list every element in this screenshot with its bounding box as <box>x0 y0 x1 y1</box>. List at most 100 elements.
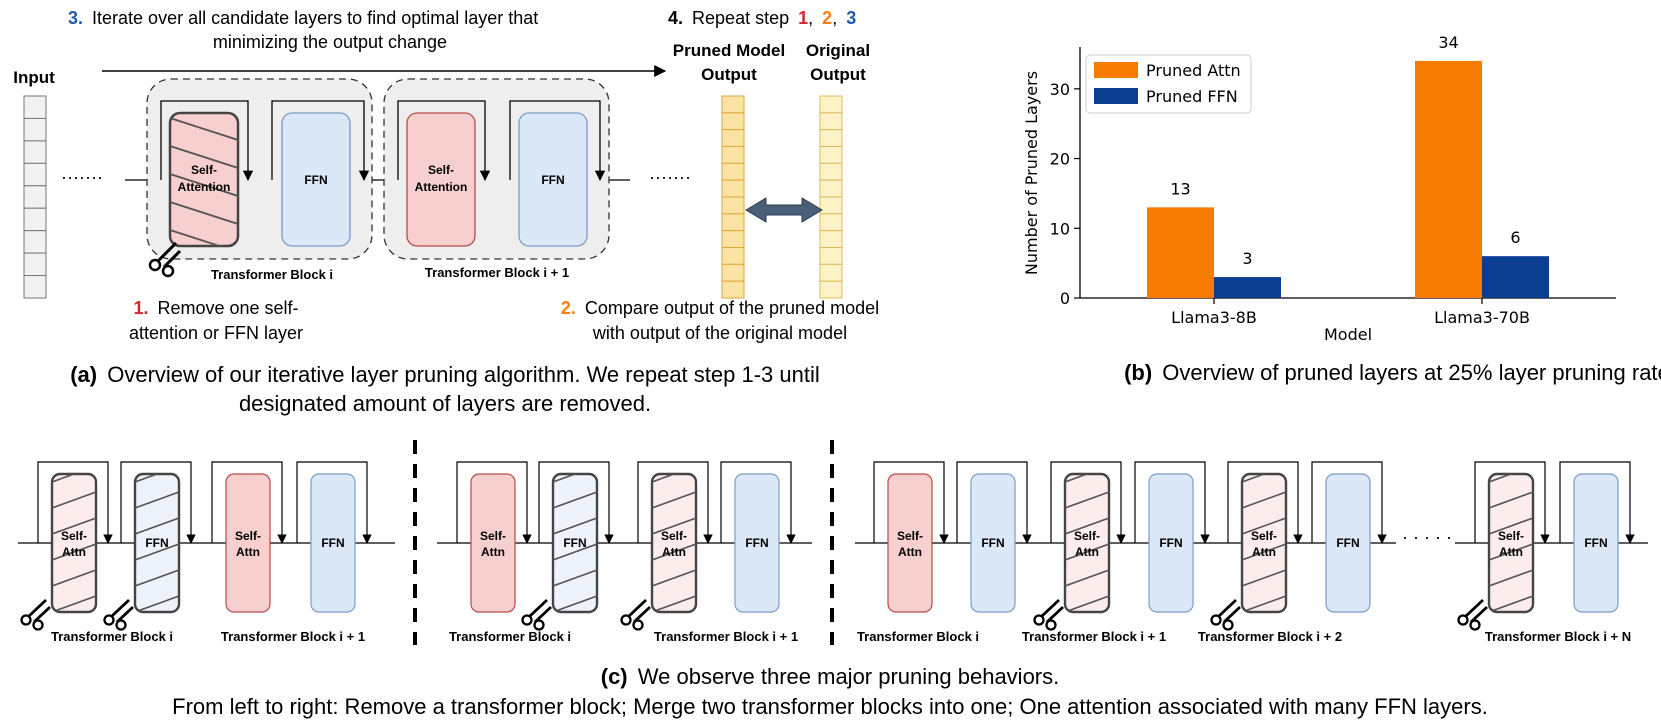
step2-text-line2: with output of the original model <box>592 323 847 343</box>
y-tick-label: 20 <box>1050 150 1070 169</box>
residual-connection <box>37 461 113 544</box>
step1-text-line2: attention or FFN layer <box>129 323 303 343</box>
ffn-label: FFN <box>745 536 768 550</box>
block-label: Transformer Block i + 1 <box>654 629 798 644</box>
bar-value-label: 3 <box>1242 249 1252 268</box>
self-attn-pruned-layer: Self- Attn <box>650 472 698 614</box>
svg-text:Attention: Attention <box>178 180 231 194</box>
ffn-pruned-layer: FFN <box>133 472 181 614</box>
pruned-output-cell <box>721 280 745 299</box>
self-attn-label-2: Attn <box>1075 545 1099 559</box>
x-tick-label: Llama3-8B <box>1171 308 1257 327</box>
pruned-output-cell <box>721 230 745 249</box>
pruned-output-cell <box>721 263 745 282</box>
pruning-group-2: Self- Attn FFN Self- Attn FFN Transformer Bloc… <box>437 461 812 644</box>
input-vector <box>23 95 47 299</box>
ffn-label: FFN <box>145 536 168 550</box>
ffn-layer: FFN <box>1148 473 1194 613</box>
residual-connection <box>956 461 1032 544</box>
block-i1-label: Transformer Block i + 1 <box>425 265 569 280</box>
dots-right: ······· <box>649 167 691 187</box>
self-attn-label-1: Self- <box>897 529 923 543</box>
ffn-layer: FFN <box>1325 473 1371 613</box>
pruned-output-label-2: Output <box>701 65 757 84</box>
residual-connection <box>456 461 532 544</box>
svg-text:Attention: Attention <box>415 180 468 194</box>
dots-left: ······· <box>61 167 103 187</box>
dots-c: · · · · · <box>1402 527 1452 547</box>
ffn-label: FFN <box>1159 536 1182 550</box>
chart-legend: Pruned Attn Pruned FFN <box>1085 54 1252 114</box>
ffn-label: FFN <box>321 536 344 550</box>
original-output-cell <box>819 230 843 249</box>
input-vector-cell <box>23 207 47 232</box>
ffn-block-i1: FFN <box>518 112 588 247</box>
input-vector-cell <box>23 230 47 254</box>
pruning-group-1: Self- Attn FFN Self- Attn FFN Transformer Bloc… <box>18 461 395 644</box>
ffn-layer: FFN <box>1573 473 1619 613</box>
step4-text: 4. Repeat step 1, 2, 3 <box>668 8 856 28</box>
original-output-cell <box>819 112 843 131</box>
input-vector-cell <box>23 117 47 142</box>
ffn-label: FFN <box>563 536 586 550</box>
legend-swatch-ffn <box>1094 88 1138 104</box>
pruned-output-cell <box>721 146 745 164</box>
y-tick-label: 10 <box>1050 219 1070 238</box>
self-attn-label-2: Attn <box>1252 545 1276 559</box>
original-output-cell <box>819 280 843 299</box>
block-label: Transformer Block i <box>51 629 173 644</box>
self-attn-label-2: Attn <box>898 545 922 559</box>
scissors-icon <box>620 598 651 631</box>
self-attn-layer: Self- Attn <box>470 473 516 613</box>
svg-text:Self-: Self- <box>191 163 217 177</box>
input-vector-cell <box>23 185 47 209</box>
self-attn-label-2: Attn <box>62 545 86 559</box>
ffn-block-i: FFN <box>281 112 351 247</box>
bar-value-label: 6 <box>1510 228 1520 247</box>
scissors-icon <box>20 598 51 631</box>
residual-connection <box>538 461 614 544</box>
y-axis-label: Number of Pruned Layers <box>1022 71 1041 275</box>
residual-connection <box>211 461 287 544</box>
pruned-output-cell <box>721 95 745 114</box>
residual-attn-i <box>160 100 254 182</box>
self-attn-label-1: Self- <box>235 529 261 543</box>
pruned-output-vector <box>721 95 745 299</box>
block-i-label: Transformer Block i <box>211 267 333 282</box>
pruning-group-3: Self- Attn FFN Self- Attn FFN Self- Attn FFN Tran… <box>855 461 1396 644</box>
panel-a: 3. Iterate over all candidate layers to … <box>13 8 879 416</box>
residual-ffn-i1 <box>509 100 606 182</box>
original-output-cell <box>819 129 843 148</box>
step3-number: 3. <box>68 8 83 28</box>
self-attn-pruned-layer: Self- Attn <box>1240 472 1288 614</box>
original-output-cell <box>819 162 843 181</box>
svg-text:FFN: FFN <box>541 173 564 187</box>
original-output-cell <box>819 247 843 265</box>
pruned-output-cell <box>721 129 745 148</box>
bar-value-label: 34 <box>1438 33 1458 52</box>
block-label: Transformer Block i + 2 <box>1198 629 1342 644</box>
caption-a-line2: designated amount of layers are removed. <box>239 391 651 416</box>
scissors-icon <box>1033 598 1064 631</box>
original-output-label-2: Output <box>810 65 866 84</box>
input-vector-cell <box>23 275 47 299</box>
input-vector-cell <box>23 252 47 277</box>
bar-ffn <box>1214 277 1281 298</box>
pruned-output-cell <box>721 213 745 232</box>
original-output-vector <box>819 95 843 299</box>
legend-label-ffn: Pruned FFN <box>1146 87 1238 106</box>
input-vector-cell <box>23 140 47 164</box>
pruned-output-cell <box>721 162 745 181</box>
original-output-cell <box>819 263 843 282</box>
self-attn-pruned-layer: Self- Attn <box>1063 472 1111 614</box>
caption-a-line1: (a) Overview of our iterative layer prun… <box>70 362 820 387</box>
residual-connection <box>296 461 372 544</box>
scissors-icon <box>148 241 182 278</box>
caption-c-line2: From left to right: Remove a transformer… <box>172 694 1488 719</box>
x-tick-label: Llama3-70B <box>1434 308 1530 327</box>
self-attn-label-2: Attn <box>481 545 505 559</box>
y-tick-label: 0 <box>1060 289 1070 308</box>
pruned-output-cell <box>721 196 745 215</box>
pruned-output-label-1: Pruned Model <box>673 41 785 60</box>
self-attention-pruned: Self- Attention <box>168 111 240 248</box>
